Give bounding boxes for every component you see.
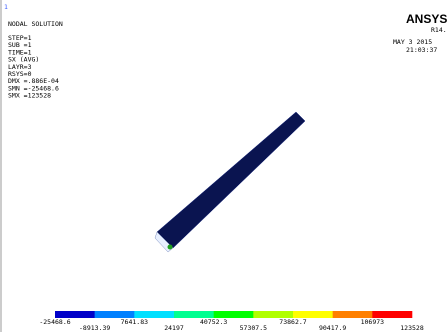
info-line: SX (AVG) bbox=[8, 56, 39, 64]
legend-swatch bbox=[174, 311, 214, 318]
info-line: SMN =-25468.6 bbox=[8, 84, 59, 92]
info-line: LAYR=3 bbox=[8, 63, 32, 71]
legend-swatch bbox=[94, 311, 135, 318]
time: 21:03:37 bbox=[406, 46, 437, 54]
info-line: RSYS=0 bbox=[8, 70, 32, 78]
date: MAY 3 2015 bbox=[393, 38, 432, 46]
info-line: SMX =123528 bbox=[8, 92, 51, 100]
brand-name: ANSYS bbox=[406, 12, 447, 26]
info-line: STEP=1 bbox=[8, 34, 32, 42]
legend-label: 7641.83 bbox=[121, 318, 148, 326]
legend-label: -25468.6 bbox=[39, 318, 70, 326]
legend-swatch bbox=[55, 311, 95, 318]
legend-swatch bbox=[253, 311, 294, 318]
legend-label: 40752.3 bbox=[200, 318, 227, 326]
info-line: TIME=1 bbox=[8, 48, 32, 56]
contour-legend: -25468.6 -8913.39 7641.83 24197 40752.3 57307… bbox=[39, 311, 424, 332]
legend-label: 24197 bbox=[164, 324, 184, 332]
legend-swatch bbox=[372, 311, 413, 318]
legend-swatch bbox=[332, 311, 373, 318]
window-number: 1 bbox=[4, 3, 8, 11]
legend-label: 57307.5 bbox=[240, 324, 267, 332]
legend-label: 106973 bbox=[361, 318, 385, 326]
triad bbox=[167, 244, 173, 250]
info-line: DMX =.886E-04 bbox=[8, 77, 59, 85]
legend-label: 90417.9 bbox=[319, 324, 346, 332]
legend-swatch bbox=[293, 311, 333, 318]
legend-swatch bbox=[213, 311, 254, 318]
info-line: NODAL SOLUTION bbox=[8, 20, 63, 28]
info-line: SUB =1 bbox=[8, 41, 32, 49]
legend-label: -8913.39 bbox=[79, 324, 110, 332]
legend-label: 73862.7 bbox=[279, 318, 306, 326]
legend-label: 123528 bbox=[400, 324, 424, 332]
legend-swatch bbox=[134, 311, 175, 318]
version: R14.5 bbox=[431, 26, 447, 34]
